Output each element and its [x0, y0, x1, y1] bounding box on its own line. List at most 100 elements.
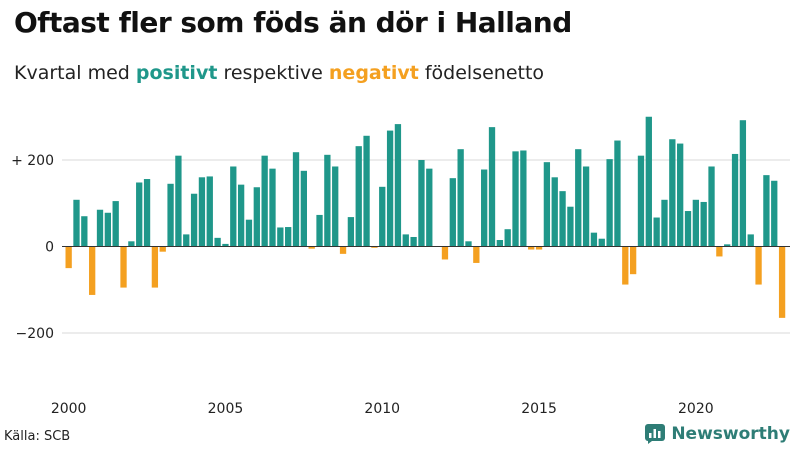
bar-2015Q4	[559, 191, 566, 247]
bar-2004Q4	[214, 237, 221, 247]
bar-2017Q4	[622, 246, 629, 285]
bar-2013Q3	[488, 127, 496, 247]
x-tick-label: 2005	[208, 401, 244, 417]
bar-2010Q1	[379, 186, 386, 247]
bar-2005Q1	[222, 243, 229, 247]
bar-2015Q2	[543, 162, 551, 247]
bar-2006Q4	[277, 227, 284, 247]
bar-2003Q1	[159, 246, 166, 252]
bar-2022Q1	[755, 246, 762, 285]
bar-2004Q1	[190, 193, 198, 247]
chart-subtitle: Kvartal med positivt respektive negativt…	[14, 62, 544, 84]
bar-2000Q2	[73, 199, 80, 247]
bar-2008Q2	[324, 154, 331, 247]
bar-2011Q3	[426, 168, 433, 247]
brand: Newsworthy	[645, 424, 790, 444]
bar-2021Q1	[724, 244, 731, 247]
bar-2013Q4	[496, 240, 503, 247]
bar-2006Q2	[261, 155, 268, 247]
bar-2012Q4	[465, 241, 472, 247]
bar-2012Q3	[457, 149, 464, 247]
bar-2005Q2	[230, 166, 237, 247]
subtitle-text-2: respektive	[217, 62, 329, 84]
subtitle-negative: negativt	[328, 62, 419, 84]
bar-2006Q3	[269, 168, 276, 247]
bar-2017Q2	[606, 159, 613, 247]
bar-2003Q2	[167, 183, 174, 247]
bar-2016Q2	[575, 149, 582, 247]
bar-2015Q3	[551, 177, 558, 247]
y-tick-label: 0	[45, 240, 54, 256]
subtitle-positive: positivt	[135, 62, 218, 84]
bar-2019Q1	[661, 199, 668, 247]
bar-2009Q1	[347, 217, 355, 247]
bar-2014Q4	[528, 246, 535, 250]
bar-2005Q3	[237, 184, 245, 247]
bar-2002Q1	[128, 241, 135, 247]
bar-2003Q3	[175, 155, 182, 247]
y-tick-label: −200	[16, 326, 54, 342]
bar-2000Q3	[81, 216, 88, 247]
bar-2021Q4	[747, 234, 754, 247]
bar-2018Q4	[653, 217, 660, 247]
bar-2009Q2	[355, 146, 362, 247]
x-tick-label: 2010	[364, 401, 400, 417]
x-tick-label: 2015	[521, 401, 557, 417]
bar-2005Q4	[245, 219, 253, 247]
bar-2020Q4	[716, 246, 723, 257]
bar-2002Q2	[136, 182, 143, 247]
bar-2022Q3	[771, 180, 778, 247]
bar-2018Q3	[645, 116, 652, 247]
x-tick-label: 2000	[51, 401, 87, 417]
subtitle-text-1: Kvartal med	[14, 62, 136, 84]
bar-2003Q4	[183, 234, 190, 247]
bar-2004Q2	[198, 177, 206, 247]
bar-2018Q1	[629, 246, 637, 275]
bar-2019Q4	[684, 211, 692, 247]
bar-2012Q1	[441, 246, 449, 260]
bar-2012Q2	[449, 178, 456, 247]
bar-2008Q3	[332, 166, 339, 247]
bar-2007Q3	[300, 170, 307, 247]
bar-2007Q2	[292, 152, 300, 247]
subtitle-text-3: födelsenetto	[418, 62, 545, 84]
bar-2018Q2	[637, 155, 645, 247]
grid-lines	[62, 159, 790, 334]
y-tick-label: + 200	[11, 153, 54, 169]
bar-2019Q2	[669, 139, 676, 247]
bar-2004Q3	[206, 176, 213, 247]
bar-2000Q1	[65, 246, 72, 269]
bar-2016Q4	[590, 232, 598, 247]
bar-2016Q3	[582, 166, 590, 247]
x-tick-label: 2020	[678, 401, 714, 417]
bar-2020Q2	[700, 201, 707, 247]
brand-name: Newsworthy	[671, 424, 790, 444]
chart-title: Oftast fler som föds än dör i Halland	[14, 6, 572, 39]
bar-2010Q2	[386, 130, 394, 247]
bar-2001Q4	[120, 246, 127, 288]
bar-2001Q3	[112, 201, 119, 247]
bar-2021Q3	[739, 120, 747, 247]
y-axis-ticks: + 200 0 −200	[11, 153, 54, 342]
bar-2022Q4	[778, 246, 786, 318]
bar-2002Q3	[143, 179, 151, 247]
bar-2007Q1	[285, 227, 292, 247]
bar-2017Q1	[598, 238, 605, 247]
bar-2001Q1	[96, 209, 104, 247]
bar-2017Q3	[614, 140, 621, 247]
bar-2014Q2	[512, 151, 519, 247]
bar-2013Q2	[481, 169, 488, 247]
bar-2011Q2	[418, 160, 425, 247]
bar-2007Q4	[308, 246, 315, 249]
bar-2001Q2	[104, 212, 111, 247]
bar-2010Q4	[402, 234, 409, 247]
bar-2000Q4	[89, 246, 96, 295]
bar-2013Q1	[473, 246, 480, 263]
bar-2008Q4	[339, 246, 347, 254]
bar-2014Q3	[520, 150, 527, 247]
x-axis-ticks: 2000 2005 2010 2015 2020	[51, 401, 714, 417]
bar-2020Q3	[708, 166, 715, 247]
bar-2015Q1	[535, 246, 543, 250]
bar-2002Q4	[151, 246, 159, 288]
bar-2019Q3	[677, 143, 684, 247]
